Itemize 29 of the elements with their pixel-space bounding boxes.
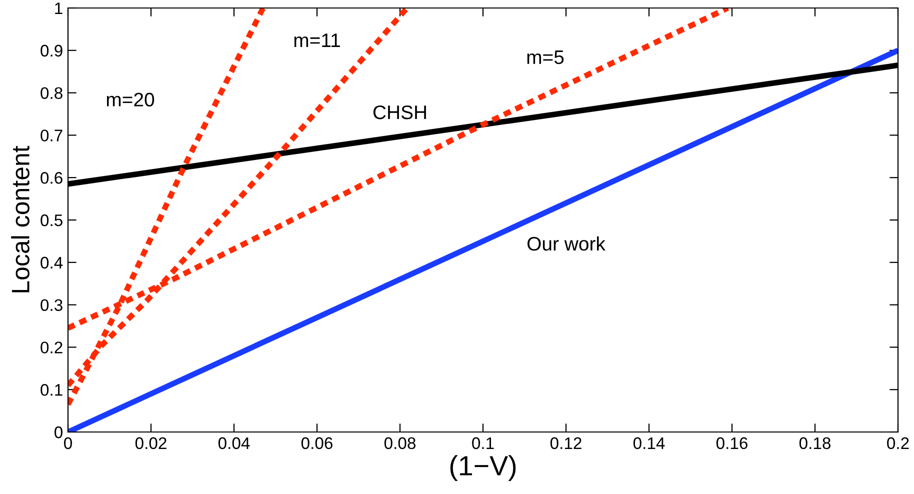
x-tick-label: 0.08 [384,437,416,450]
x-tick-label: 0.04 [218,437,250,450]
y-tick-label: 0.1 [40,384,62,396]
y-tick-label: 0 [54,426,62,438]
x-axis-title: (1−V) [450,455,516,482]
annotation: CHSH [373,105,426,120]
annotation: m=11 [294,34,340,47]
annotation: m=5 [527,50,564,64]
x-tick-label: 0.1 [472,437,494,450]
y-tick-label: 0.3 [40,299,62,312]
x-tick-label: 0.02 [135,437,166,450]
annotation: m=20 [106,92,154,106]
y-tick-label: 0.9 [40,44,62,57]
y-tick-label: 1 [55,2,62,14]
y-tick-label: 0.4 [40,256,63,269]
x-tick-label: 0.14 [633,437,665,450]
y-tick-label: 0.5 [40,214,62,226]
x-tick-label: 0.2 [887,437,909,450]
y-tick-label: 0.8 [40,87,62,100]
y-tick-label: 0.2 [40,342,62,354]
x-tick-label: 0.16 [716,437,748,450]
x-tick-label: 0 [64,437,72,450]
x-tick-label: 0.18 [799,437,830,450]
y-tick-label: 0.6 [40,172,62,184]
x-tick-label: 0.12 [550,437,582,450]
y-tick-label: 0.7 [40,130,62,142]
y-axis-title: Local content [11,146,30,292]
annotation: Our work [527,236,606,251]
x-tick-label: 0.06 [301,437,332,450]
